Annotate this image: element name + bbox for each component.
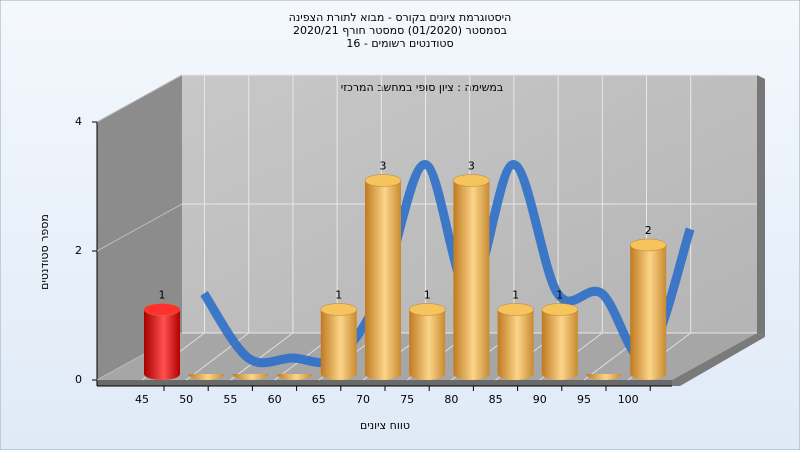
bar xyxy=(541,309,578,380)
bar-top xyxy=(453,174,490,187)
grid-line xyxy=(230,332,294,381)
bar-top xyxy=(364,174,402,187)
bar xyxy=(409,309,446,380)
x-tick-label: 80 xyxy=(444,393,458,406)
bar xyxy=(630,245,667,380)
bar xyxy=(365,180,401,380)
x-tick-label: 85 xyxy=(489,393,503,406)
x-tick-label: 65 xyxy=(312,393,326,406)
bar xyxy=(232,374,269,380)
grid-line xyxy=(96,203,183,252)
bar xyxy=(276,374,313,380)
bar xyxy=(144,309,180,380)
floor-edge xyxy=(672,333,765,386)
x-tick-label: 90 xyxy=(533,393,547,406)
data-label: 3 xyxy=(468,160,475,173)
x-tick-label: 55 xyxy=(223,393,237,406)
data-label: 1 xyxy=(159,289,166,302)
y-tick-label: 0 xyxy=(75,373,82,386)
data-label: 1 xyxy=(424,289,431,302)
data-label: 3 xyxy=(380,160,387,173)
bar xyxy=(188,374,225,380)
x-axis-label: טווח ציונים xyxy=(360,419,410,432)
data-label: 1 xyxy=(512,289,519,302)
y-tick-label: 2 xyxy=(75,244,82,257)
bar-top xyxy=(320,303,358,316)
bar-top xyxy=(143,303,181,316)
floor-edge xyxy=(97,380,672,386)
data-label: 2 xyxy=(645,224,652,237)
bar-top xyxy=(408,303,446,316)
bar xyxy=(320,309,357,380)
x-tick-label: 70 xyxy=(356,393,370,406)
x-tick-label: 100 xyxy=(618,393,639,406)
y-tick-label: 4 xyxy=(75,115,82,128)
x-tick-label: 45 xyxy=(135,393,149,406)
bar xyxy=(586,374,622,380)
title: היסטוגרמת ציונים בקורס - מבוא לתורת הצפי… xyxy=(289,11,512,24)
x-tick-label: 50 xyxy=(179,393,193,406)
bar-top xyxy=(629,238,667,252)
title: בסמסטר (01/2020) סמסטר חורף 2020/21 xyxy=(293,24,507,37)
wall-edge xyxy=(757,75,765,337)
bar-top xyxy=(541,303,579,316)
x-tick-label: 95 xyxy=(577,393,591,406)
y-axis-label: מספר סטודנטים xyxy=(38,214,51,290)
grid-line xyxy=(96,74,183,123)
bar xyxy=(497,309,534,380)
data-label: 1 xyxy=(556,289,563,302)
x-tick-label: 75 xyxy=(400,393,414,406)
data-label: 1 xyxy=(335,289,342,302)
x-tick-label: 60 xyxy=(268,393,282,406)
title: סטודנטים רשומים - 16 xyxy=(346,37,453,50)
bar xyxy=(453,180,490,380)
bar-top xyxy=(497,303,534,316)
annotation: במשימה : ציון סופי במחשב המרכזי xyxy=(341,81,504,94)
